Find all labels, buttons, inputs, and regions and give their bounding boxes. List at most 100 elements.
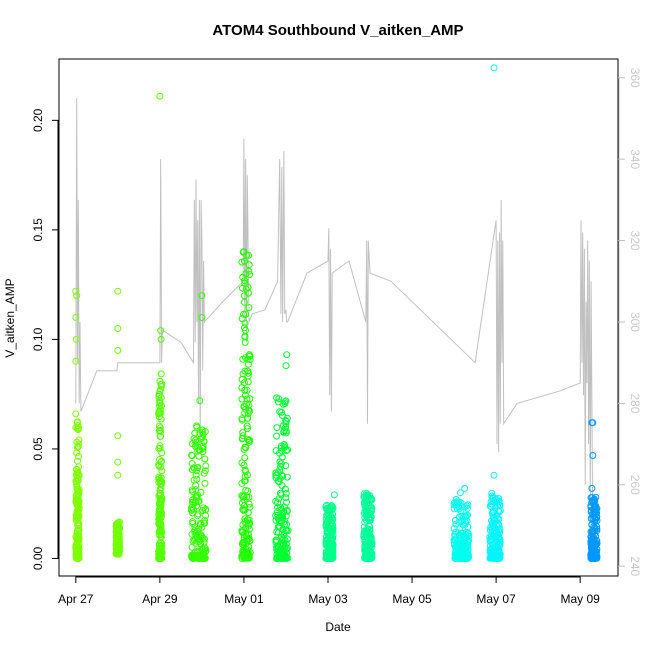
data-point bbox=[197, 488, 205, 496]
data-point bbox=[246, 352, 254, 360]
data-point bbox=[365, 555, 373, 562]
y-axis: 0.00 0.05 0.10 0.15 0.20 bbox=[31, 108, 59, 570]
data-point bbox=[156, 513, 163, 521]
data-point-outlier bbox=[114, 432, 122, 440]
data-point bbox=[73, 419, 81, 427]
series-8 bbox=[450, 484, 473, 562]
data-point bbox=[457, 507, 465, 515]
data-point bbox=[239, 432, 247, 440]
data-point bbox=[366, 516, 374, 524]
data-point bbox=[158, 549, 166, 556]
data-point bbox=[240, 298, 248, 306]
data-point bbox=[326, 507, 333, 515]
data-point-outlier bbox=[72, 410, 80, 418]
data-point bbox=[593, 523, 601, 531]
data-point bbox=[158, 467, 166, 475]
data-point bbox=[75, 554, 83, 562]
y2-tick-label: 240 bbox=[628, 556, 642, 576]
data-point bbox=[452, 543, 459, 551]
data-point bbox=[73, 471, 81, 479]
data-point bbox=[157, 458, 165, 466]
data-point bbox=[246, 436, 254, 444]
series-1 bbox=[112, 287, 123, 558]
data-point bbox=[113, 534, 121, 542]
data-point bbox=[367, 551, 375, 558]
y2-tick-label: 320 bbox=[628, 231, 642, 251]
data-point-outlier bbox=[114, 346, 122, 354]
data-point bbox=[157, 503, 164, 511]
data-point bbox=[156, 406, 164, 414]
data-point bbox=[486, 536, 494, 544]
data-point bbox=[238, 527, 246, 535]
data-point bbox=[192, 531, 200, 539]
data-point bbox=[157, 484, 165, 491]
data-point bbox=[494, 519, 502, 527]
y-axis-label: V_aitken_AMP bbox=[3, 278, 17, 357]
data-point bbox=[157, 480, 165, 488]
data-point bbox=[274, 515, 282, 522]
data-point bbox=[455, 498, 463, 506]
data-point bbox=[488, 509, 496, 517]
data-point bbox=[201, 479, 209, 487]
data-point bbox=[281, 537, 289, 544]
data-point bbox=[282, 447, 290, 454]
data-point bbox=[190, 435, 198, 442]
data-point bbox=[367, 533, 375, 541]
y-tick-label: 0.05 bbox=[31, 437, 45, 461]
series-2 bbox=[155, 92, 166, 562]
data-point bbox=[273, 471, 281, 479]
data-point-outlier bbox=[456, 489, 464, 497]
data-point bbox=[496, 501, 504, 509]
data-point-outlier bbox=[240, 248, 248, 256]
data-point bbox=[243, 546, 251, 554]
data-point bbox=[155, 473, 163, 481]
data-point bbox=[246, 271, 254, 279]
data-point bbox=[463, 553, 471, 561]
data-point-outlier bbox=[72, 314, 80, 321]
data-point bbox=[202, 462, 210, 470]
data-point bbox=[488, 489, 496, 497]
data-point bbox=[188, 486, 196, 494]
data-point bbox=[242, 554, 250, 562]
data-point bbox=[156, 486, 164, 494]
data-point bbox=[323, 527, 331, 535]
data-point bbox=[366, 527, 374, 534]
y-tick-label: 0.15 bbox=[31, 218, 45, 242]
data-point bbox=[455, 554, 463, 562]
data-point-outlier bbox=[489, 498, 497, 505]
data-point bbox=[238, 315, 246, 323]
data-point-outlier bbox=[490, 64, 498, 72]
data-point bbox=[593, 513, 601, 521]
data-point bbox=[281, 517, 289, 525]
data-point bbox=[588, 546, 596, 554]
data-point bbox=[272, 516, 280, 524]
data-point bbox=[74, 422, 82, 430]
data-point bbox=[238, 384, 246, 392]
data-point bbox=[238, 435, 246, 443]
y-tick-label: 0.00 bbox=[31, 546, 45, 570]
data-point-outlier bbox=[73, 292, 81, 300]
data-point bbox=[489, 552, 497, 560]
data-point bbox=[493, 538, 501, 546]
data-point bbox=[329, 515, 337, 522]
y2-tick-label: 300 bbox=[628, 312, 642, 332]
data-point-outlier bbox=[589, 419, 597, 427]
data-point bbox=[360, 493, 368, 501]
data-point bbox=[282, 553, 290, 561]
data-point bbox=[460, 547, 468, 555]
data-point bbox=[464, 511, 471, 519]
data-point-outlier bbox=[114, 458, 122, 466]
data-point bbox=[74, 525, 82, 533]
data-point bbox=[489, 527, 497, 535]
data-point bbox=[280, 428, 288, 436]
data-point bbox=[157, 496, 165, 504]
y2-tick-label: 360 bbox=[628, 68, 642, 88]
secondary-series-line bbox=[75, 98, 594, 538]
data-point bbox=[200, 438, 208, 446]
data-point bbox=[200, 553, 208, 561]
data-point-outlier bbox=[198, 292, 206, 300]
data-point bbox=[487, 532, 495, 540]
data-point bbox=[197, 520, 205, 528]
data-point bbox=[113, 530, 121, 538]
data-point bbox=[196, 553, 204, 561]
